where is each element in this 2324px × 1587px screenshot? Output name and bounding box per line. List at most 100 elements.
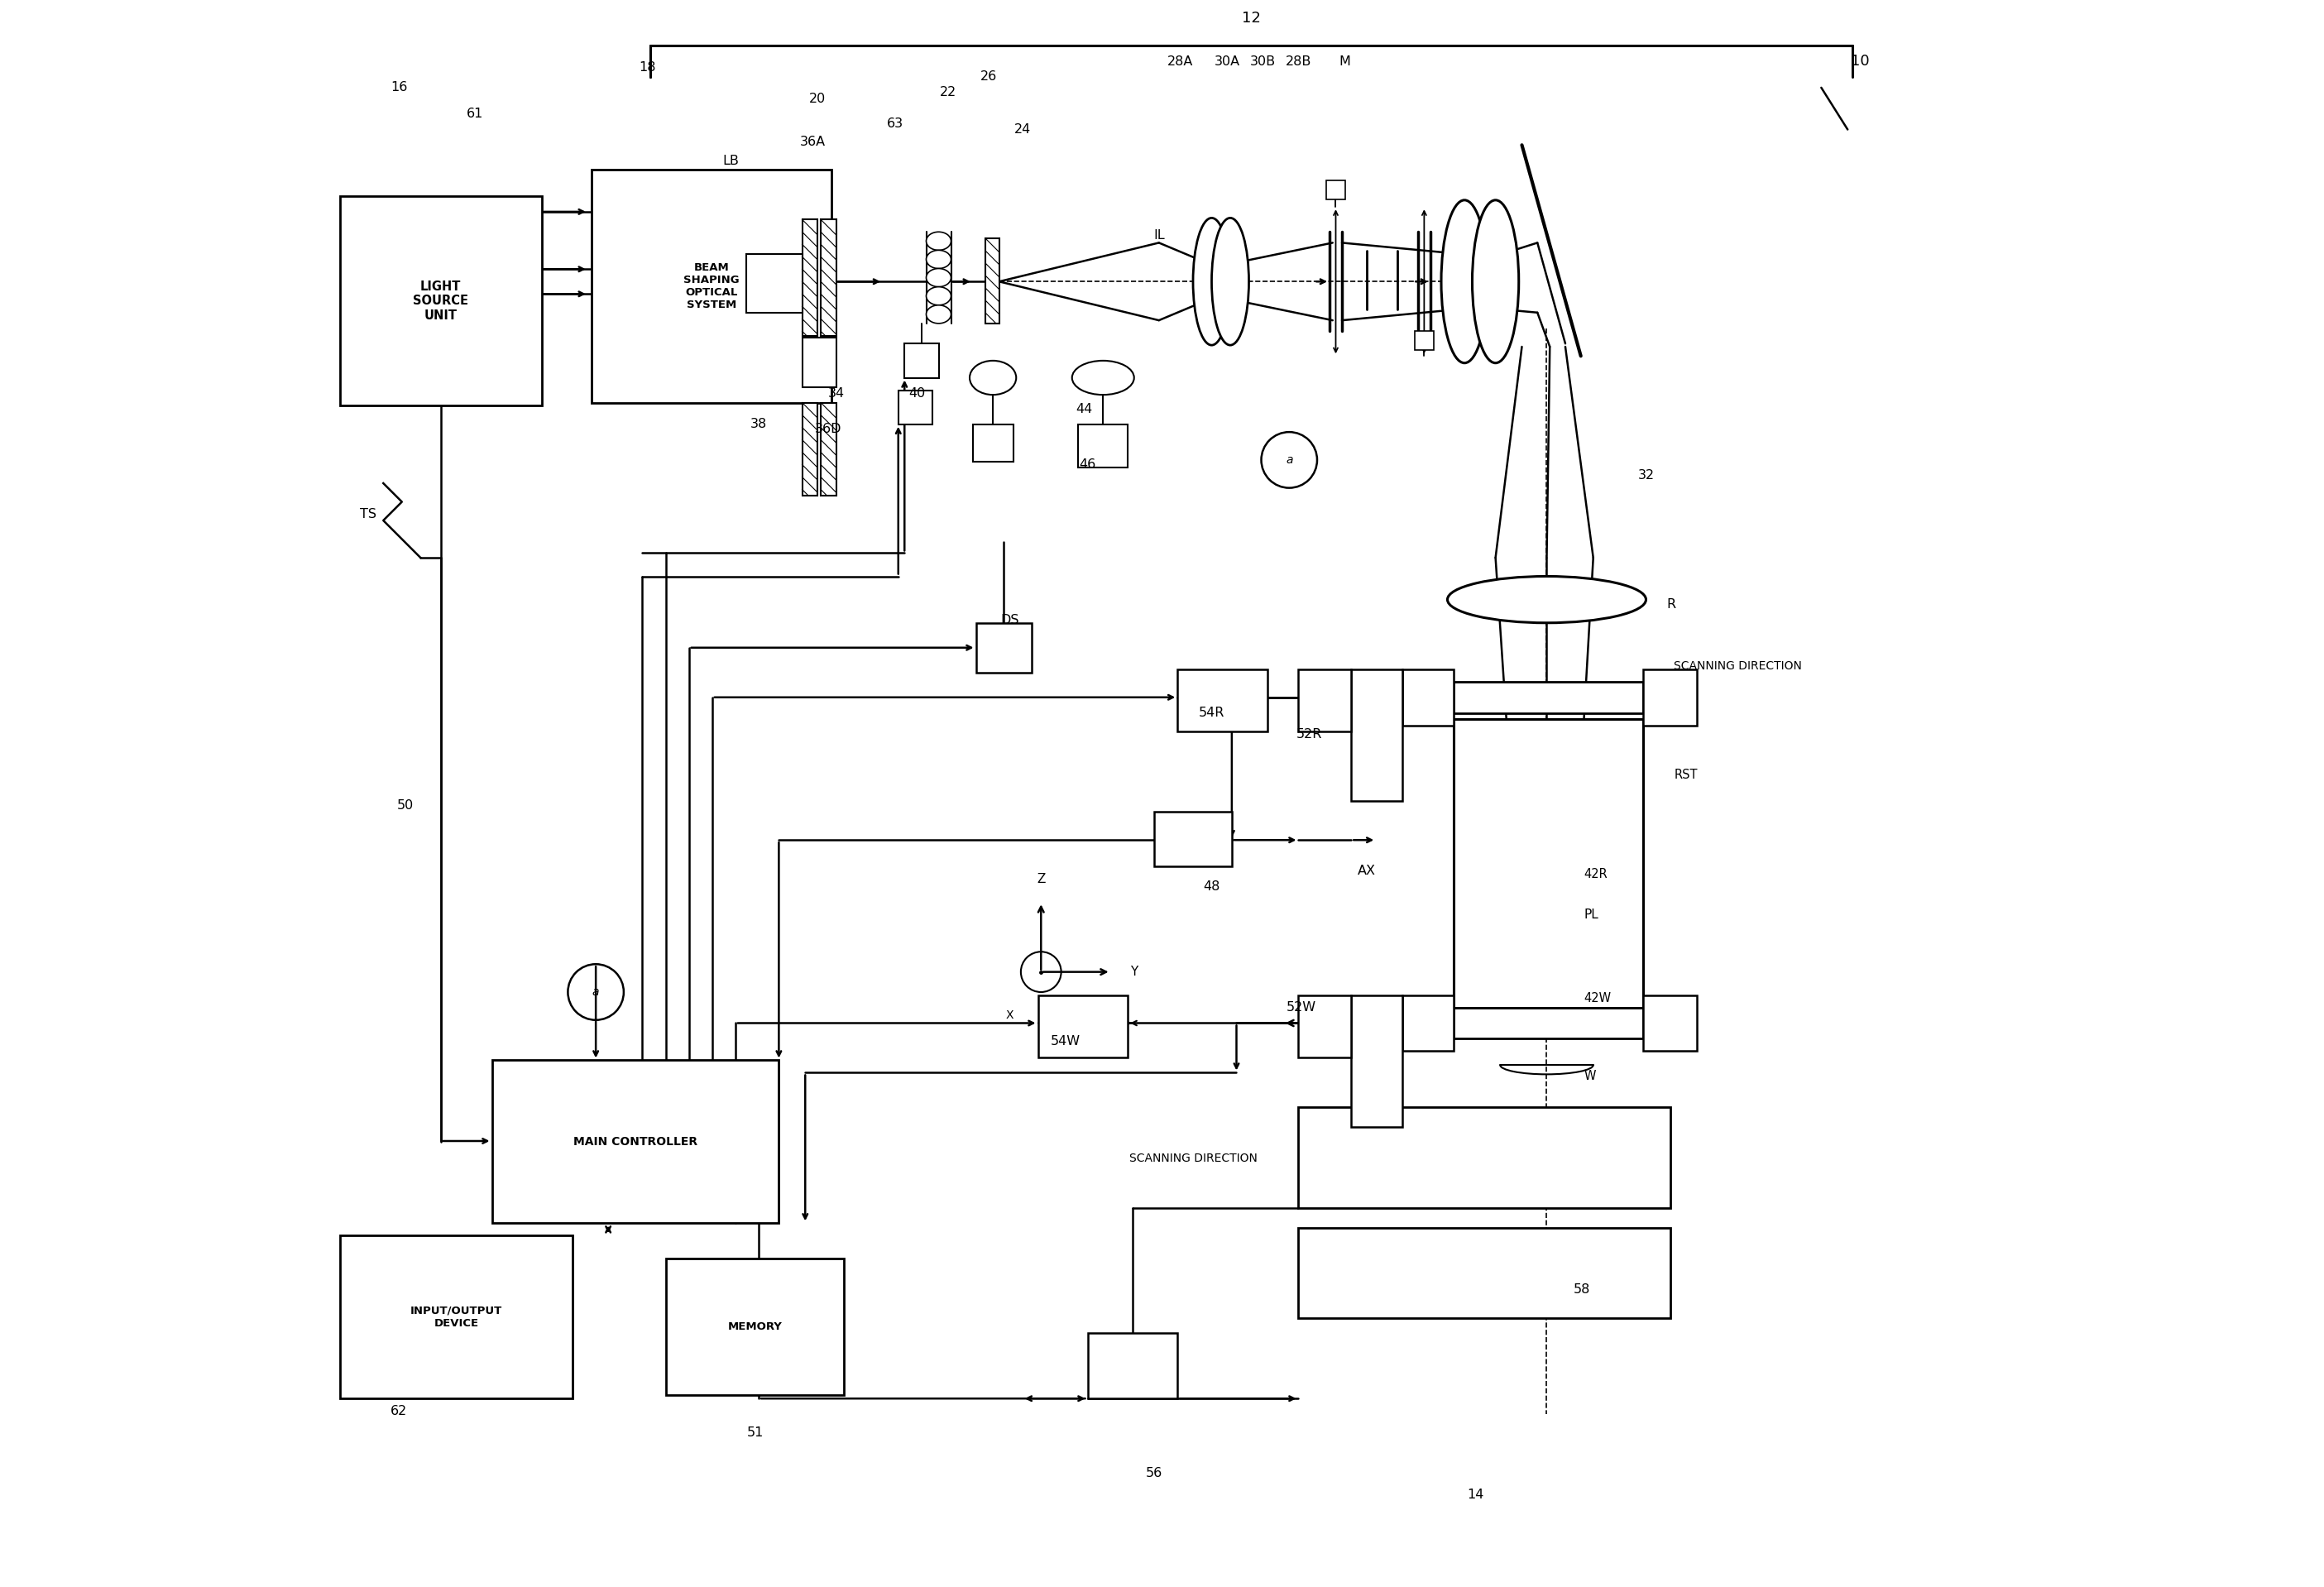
Text: 48: 48: [1204, 881, 1220, 893]
Text: a: a: [593, 986, 600, 998]
Ellipse shape: [927, 287, 951, 305]
Bar: [1155, 813, 1232, 867]
Text: 44: 44: [1076, 403, 1092, 414]
Text: 42W: 42W: [1585, 992, 1611, 1005]
Bar: [1299, 1106, 1671, 1208]
Ellipse shape: [1192, 217, 1229, 344]
Text: MAIN CONTROLLER: MAIN CONTROLLER: [574, 1136, 697, 1147]
Text: 56: 56: [1146, 1466, 1162, 1479]
Text: 26: 26: [981, 70, 997, 83]
Ellipse shape: [1441, 200, 1487, 363]
Text: 28A: 28A: [1167, 56, 1195, 68]
Text: 20: 20: [809, 92, 825, 105]
Bar: [974, 424, 1013, 462]
Text: X: X: [1006, 1009, 1013, 1020]
Text: 54R: 54R: [1199, 706, 1225, 719]
Text: 46: 46: [1078, 459, 1097, 471]
Bar: [493, 1060, 779, 1224]
Bar: [1327, 181, 1346, 200]
Text: 38: 38: [751, 417, 767, 430]
Bar: [339, 1236, 572, 1398]
Bar: [1299, 995, 1350, 1057]
Bar: [802, 338, 837, 387]
Text: IL: IL: [1153, 229, 1164, 241]
Text: a: a: [1285, 454, 1292, 465]
Ellipse shape: [1448, 576, 1645, 622]
Bar: [746, 254, 802, 313]
Bar: [1643, 995, 1697, 1051]
Bar: [1178, 670, 1267, 732]
Bar: [904, 344, 939, 378]
Bar: [820, 403, 837, 495]
Bar: [1452, 719, 1643, 1008]
Text: RST: RST: [1673, 768, 1697, 781]
Text: R: R: [1666, 598, 1676, 611]
Text: M: M: [1339, 56, 1350, 68]
Text: SCANNING DIRECTION: SCANNING DIRECTION: [1673, 660, 1801, 671]
Text: 22: 22: [939, 86, 955, 98]
Text: SCANNING DIRECTION: SCANNING DIRECTION: [1129, 1152, 1257, 1163]
Bar: [1299, 670, 1350, 732]
Text: DS: DS: [1002, 614, 1020, 625]
Bar: [899, 390, 932, 424]
Ellipse shape: [927, 232, 951, 251]
Bar: [1350, 670, 1401, 801]
Text: 50: 50: [397, 800, 414, 813]
Text: 52W: 52W: [1287, 1001, 1318, 1014]
Bar: [1401, 670, 1452, 725]
Text: 28B: 28B: [1285, 56, 1311, 68]
Ellipse shape: [1471, 200, 1520, 363]
Bar: [1415, 332, 1434, 349]
Bar: [339, 197, 541, 406]
Bar: [590, 170, 832, 403]
Text: 42R: 42R: [1585, 868, 1608, 881]
Text: Z: Z: [1037, 873, 1046, 886]
Bar: [985, 238, 999, 324]
Text: BEAM
SHAPING
OPTICAL
SYSTEM: BEAM SHAPING OPTICAL SYSTEM: [683, 262, 739, 309]
Bar: [1643, 670, 1697, 725]
Text: 14: 14: [1466, 1489, 1483, 1501]
Text: LB: LB: [723, 154, 739, 167]
Bar: [1299, 1228, 1671, 1317]
Ellipse shape: [1211, 217, 1248, 344]
Bar: [802, 403, 818, 495]
Ellipse shape: [969, 360, 1016, 395]
Ellipse shape: [1071, 360, 1134, 395]
Text: 10: 10: [1850, 54, 1868, 68]
Bar: [976, 622, 1032, 673]
Text: 30B: 30B: [1250, 56, 1276, 68]
Bar: [1078, 424, 1127, 468]
Text: 61: 61: [467, 108, 483, 121]
Bar: [820, 219, 837, 336]
Text: 58: 58: [1573, 1284, 1590, 1297]
Text: 54W: 54W: [1050, 1035, 1081, 1047]
Bar: [1088, 1333, 1178, 1398]
Bar: [802, 219, 818, 336]
Text: INPUT/OUTPUT
DEVICE: INPUT/OUTPUT DEVICE: [409, 1306, 502, 1328]
Text: 12: 12: [1241, 11, 1260, 25]
Bar: [665, 1258, 844, 1395]
Text: PL: PL: [1585, 908, 1599, 920]
Text: 16: 16: [390, 81, 407, 94]
Bar: [1401, 995, 1452, 1051]
Text: Y: Y: [1129, 966, 1139, 978]
Text: 18: 18: [639, 62, 655, 73]
Bar: [1452, 682, 1643, 713]
Text: AX: AX: [1357, 865, 1376, 878]
Bar: [1039, 995, 1127, 1057]
Text: 63: 63: [888, 117, 904, 130]
Text: 36D: 36D: [816, 422, 841, 435]
Text: 24: 24: [1013, 124, 1032, 136]
Text: 32: 32: [1638, 470, 1655, 482]
Text: 62: 62: [390, 1404, 407, 1417]
Text: 40: 40: [909, 387, 925, 400]
Text: 36A: 36A: [799, 136, 825, 148]
Text: 52R: 52R: [1297, 728, 1322, 741]
Bar: [1350, 995, 1401, 1127]
Text: TS: TS: [360, 508, 376, 521]
Ellipse shape: [927, 268, 951, 287]
Text: 34: 34: [827, 387, 844, 400]
Text: 51: 51: [746, 1427, 765, 1439]
Text: 30A: 30A: [1213, 56, 1241, 68]
Ellipse shape: [927, 305, 951, 324]
